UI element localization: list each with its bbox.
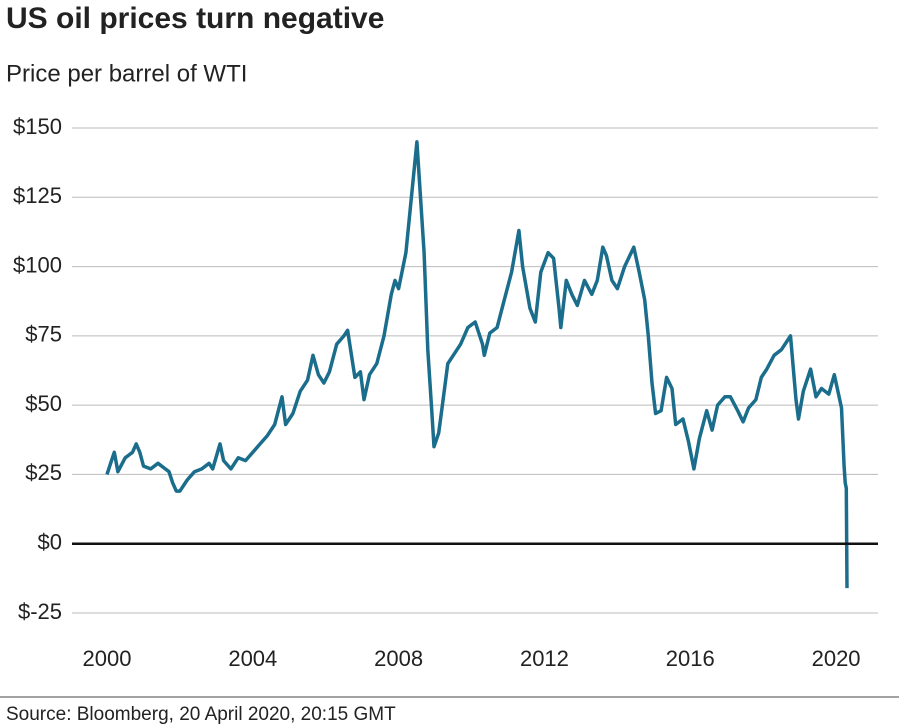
x-tick-label: 2012 bbox=[520, 646, 569, 671]
y-tick-label: $0 bbox=[38, 530, 62, 555]
y-tick-label: $100 bbox=[13, 252, 62, 277]
chart-title: US oil prices turn negative bbox=[6, 2, 384, 35]
y-tick-label: $75 bbox=[25, 322, 62, 347]
x-tick-label: 2016 bbox=[666, 646, 715, 671]
x-tick-label: 2020 bbox=[812, 646, 861, 671]
y-tick-label: $150 bbox=[13, 114, 62, 139]
x-tick-label: 2000 bbox=[83, 646, 132, 671]
source: Source: Bloomberg, 20 April 2020, 20:15 … bbox=[6, 704, 396, 725]
y-tick-label: $25 bbox=[25, 460, 62, 485]
x-tick-label: 2008 bbox=[374, 646, 423, 671]
chart-subtitle: Price per barrel of WTI bbox=[6, 60, 247, 87]
y-tick-label: $50 bbox=[25, 391, 62, 416]
line bbox=[105, 140, 849, 589]
y-tick-label: $125 bbox=[13, 183, 62, 208]
x-tick-label: 2004 bbox=[228, 646, 277, 671]
y-tick-label: $-25 bbox=[18, 599, 62, 624]
